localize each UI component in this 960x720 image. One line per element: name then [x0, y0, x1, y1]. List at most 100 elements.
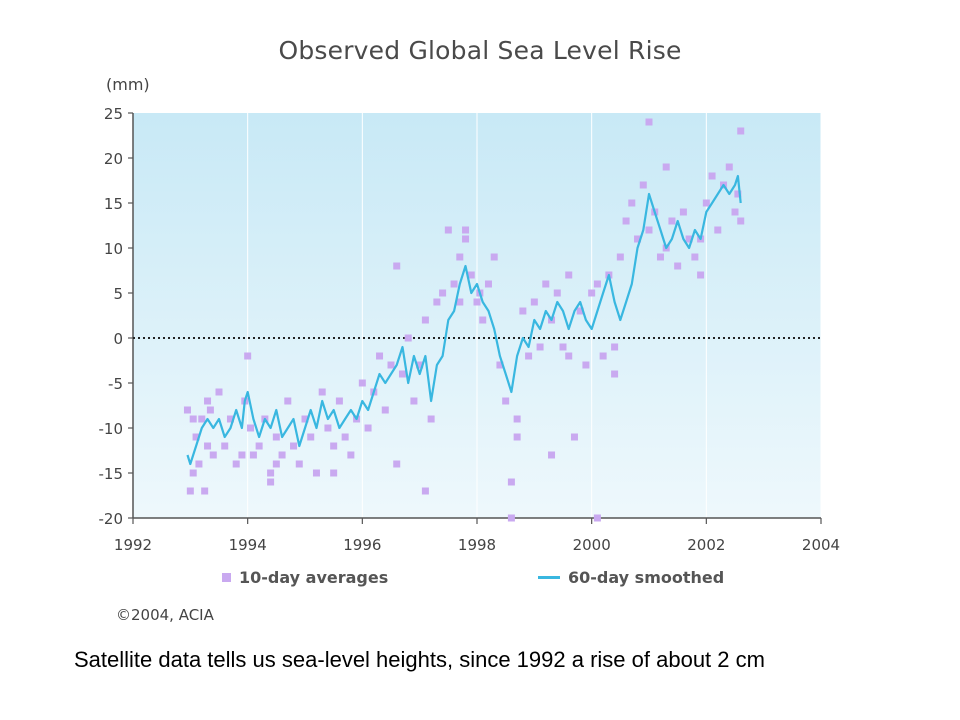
scatter-point: [734, 190, 742, 198]
scatter-point: [255, 442, 263, 450]
scatter-point: [238, 451, 246, 459]
scatter-point: [189, 469, 197, 477]
x-tick-label: 2002: [687, 536, 725, 554]
scatter-point: [611, 343, 619, 351]
x-tick-label: 2000: [573, 536, 611, 554]
scatter-point: [307, 433, 315, 441]
scatter-point: [708, 172, 716, 180]
y-tick-label: 15: [104, 195, 123, 213]
x-tick-label: 2004: [802, 536, 840, 554]
y-tick-label: -10: [99, 420, 124, 438]
scatter-point: [691, 253, 699, 261]
scatter-point: [393, 262, 401, 270]
y-tick-label: 20: [104, 150, 123, 168]
scatter-point: [198, 415, 206, 423]
scatter-point: [725, 163, 733, 171]
scatter-point: [398, 370, 406, 378]
scatter-point: [244, 352, 252, 360]
scatter-point: [714, 226, 722, 234]
x-tick-label: 1998: [458, 536, 496, 554]
scatter-point: [456, 253, 464, 261]
scatter-point: [186, 487, 194, 495]
scatter-point: [685, 235, 693, 243]
scatter-point: [639, 181, 647, 189]
scatter-point: [206, 406, 214, 414]
scatter-point: [656, 253, 664, 261]
scatter-point: [347, 451, 355, 459]
scatter-point: [702, 199, 710, 207]
scatter-point: [634, 235, 642, 243]
legend-item-scatter: 10-day averages: [222, 568, 388, 587]
scatter-point: [421, 316, 429, 324]
scatter-point: [536, 343, 544, 351]
scatter-point: [192, 433, 200, 441]
scatter-point: [553, 289, 561, 297]
line-series-60-day: [186, 174, 742, 466]
scatter-point: [358, 379, 366, 387]
scatter-point: [272, 433, 280, 441]
scatter-point: [668, 217, 676, 225]
scatter-point: [576, 307, 584, 315]
scatter-point: [697, 271, 705, 279]
scatter-point: [593, 514, 601, 522]
scatter-point: [507, 478, 515, 486]
scatter-point: [622, 217, 630, 225]
legend-line-swatch: [538, 576, 560, 579]
scatter-point: [272, 460, 280, 468]
scatter-point: [376, 352, 384, 360]
scatter-point: [548, 451, 556, 459]
scatter-point: [267, 478, 275, 486]
scatter-point: [588, 289, 596, 297]
legend-item-line: 60-day smoothed: [538, 568, 724, 587]
scatter-point: [559, 343, 567, 351]
scatter-point: [450, 280, 458, 288]
scatter-point: [318, 388, 326, 396]
scatter-point: [479, 316, 487, 324]
scatter-point: [335, 397, 343, 405]
scatter-point: [737, 217, 745, 225]
scatter-point: [513, 415, 521, 423]
scatter-point: [456, 298, 464, 306]
scatter-point: [462, 235, 470, 243]
scatter-point: [582, 361, 590, 369]
scatter-point: [290, 442, 298, 450]
scatter-point: [267, 469, 275, 477]
scatter-point: [473, 298, 481, 306]
x-axis-ticks: 1992 1994 1996 1998 2000 2002 2004: [114, 518, 840, 554]
scatter-point: [599, 352, 607, 360]
scatter-point: [226, 415, 234, 423]
y-tick-label: 10: [104, 240, 123, 258]
scatter-point: [484, 280, 492, 288]
scatter-point: [565, 352, 573, 360]
scatter-point: [312, 469, 320, 477]
scatter-point: [278, 451, 286, 459]
scatter-point: [404, 334, 412, 342]
scatter-point: [662, 163, 670, 171]
scatter-point: [490, 253, 498, 261]
scatter-point: [507, 514, 515, 522]
scatter-point: [381, 406, 389, 414]
scatter-point: [204, 397, 212, 405]
scatter-point: [416, 361, 424, 369]
scatter-point: [593, 280, 601, 288]
scatter-point: [421, 487, 429, 495]
copyright-notice: ©2004, ACIA: [116, 606, 214, 624]
x-tick-label: 1992: [114, 536, 152, 554]
legend-square-swatch: [222, 573, 231, 582]
scatter-point: [249, 451, 257, 459]
scatter-point: [737, 127, 745, 135]
legend-label-scatter: 10-day averages: [239, 568, 389, 587]
scatter-point: [183, 406, 191, 414]
scatter-point: [645, 118, 653, 126]
scatter-point: [502, 397, 510, 405]
x-tick-label: 1996: [343, 536, 381, 554]
y-tick-label: -15: [99, 465, 124, 483]
scatter-point: [645, 226, 653, 234]
scatter-point: [731, 208, 739, 216]
y-tick-label: 25: [104, 105, 123, 123]
scatter-point: [247, 424, 255, 432]
scatter-point: [341, 433, 349, 441]
scatter-point: [674, 262, 682, 270]
scatter-point: [467, 271, 475, 279]
y-tick-label: -5: [108, 375, 123, 393]
